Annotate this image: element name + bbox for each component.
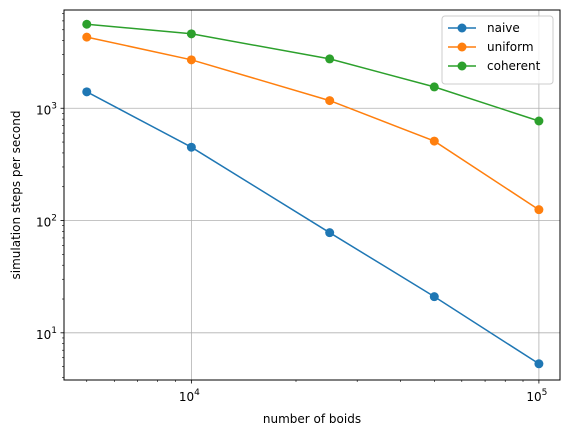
- tick-exponent: 1: [51, 326, 57, 336]
- data-point-naive: [325, 228, 335, 238]
- tick-base: 10: [36, 328, 51, 342]
- legend-marker-naive: [457, 23, 467, 33]
- data-point-uniform: [325, 96, 335, 106]
- data-point-coherent: [325, 54, 335, 64]
- y-axis-label: simulation steps per second: [9, 111, 23, 280]
- tick-exponent: 5: [542, 388, 548, 398]
- x-axis-label: number of boids: [263, 412, 361, 426]
- tick-base: 10: [36, 103, 51, 117]
- legend: naive uniform coherent: [441, 15, 554, 85]
- legend-marker-uniform: [457, 42, 467, 52]
- data-point-coherent: [429, 82, 439, 92]
- plot-area-frame: [63, 9, 561, 381]
- y-tick-label: 103: [36, 101, 57, 117]
- data-point-coherent: [186, 29, 196, 39]
- tick-base: 10: [526, 390, 541, 404]
- data-point-uniform: [186, 55, 196, 65]
- data-point-coherent: [534, 116, 544, 126]
- x-tick-label: 104: [179, 388, 200, 404]
- y-tick-label: 101: [36, 326, 57, 342]
- tick-exponent: 4: [194, 388, 200, 398]
- tick-base: 10: [36, 216, 51, 230]
- legend-marker-coherent: [457, 61, 467, 71]
- legend-box: [441, 15, 554, 85]
- data-point-naive: [186, 142, 196, 152]
- data-point-coherent: [82, 19, 92, 29]
- tick-base: 10: [179, 390, 194, 404]
- series-layer: [82, 19, 544, 369]
- legend-label-uniform: uniform: [487, 40, 534, 54]
- y-tick-label: 102: [36, 214, 57, 230]
- x-tick-label: 105: [526, 388, 547, 404]
- tick-exponent: 3: [51, 101, 57, 111]
- data-point-uniform: [82, 32, 92, 42]
- data-point-naive: [534, 359, 544, 369]
- data-point-uniform: [429, 136, 439, 146]
- data-point-naive: [429, 292, 439, 302]
- data-point-naive: [82, 87, 92, 97]
- data-point-uniform: [534, 205, 544, 215]
- legend-label-naive: naive: [487, 21, 520, 35]
- legend-label-coherent: coherent: [487, 59, 541, 73]
- tick-exponent: 2: [51, 214, 57, 224]
